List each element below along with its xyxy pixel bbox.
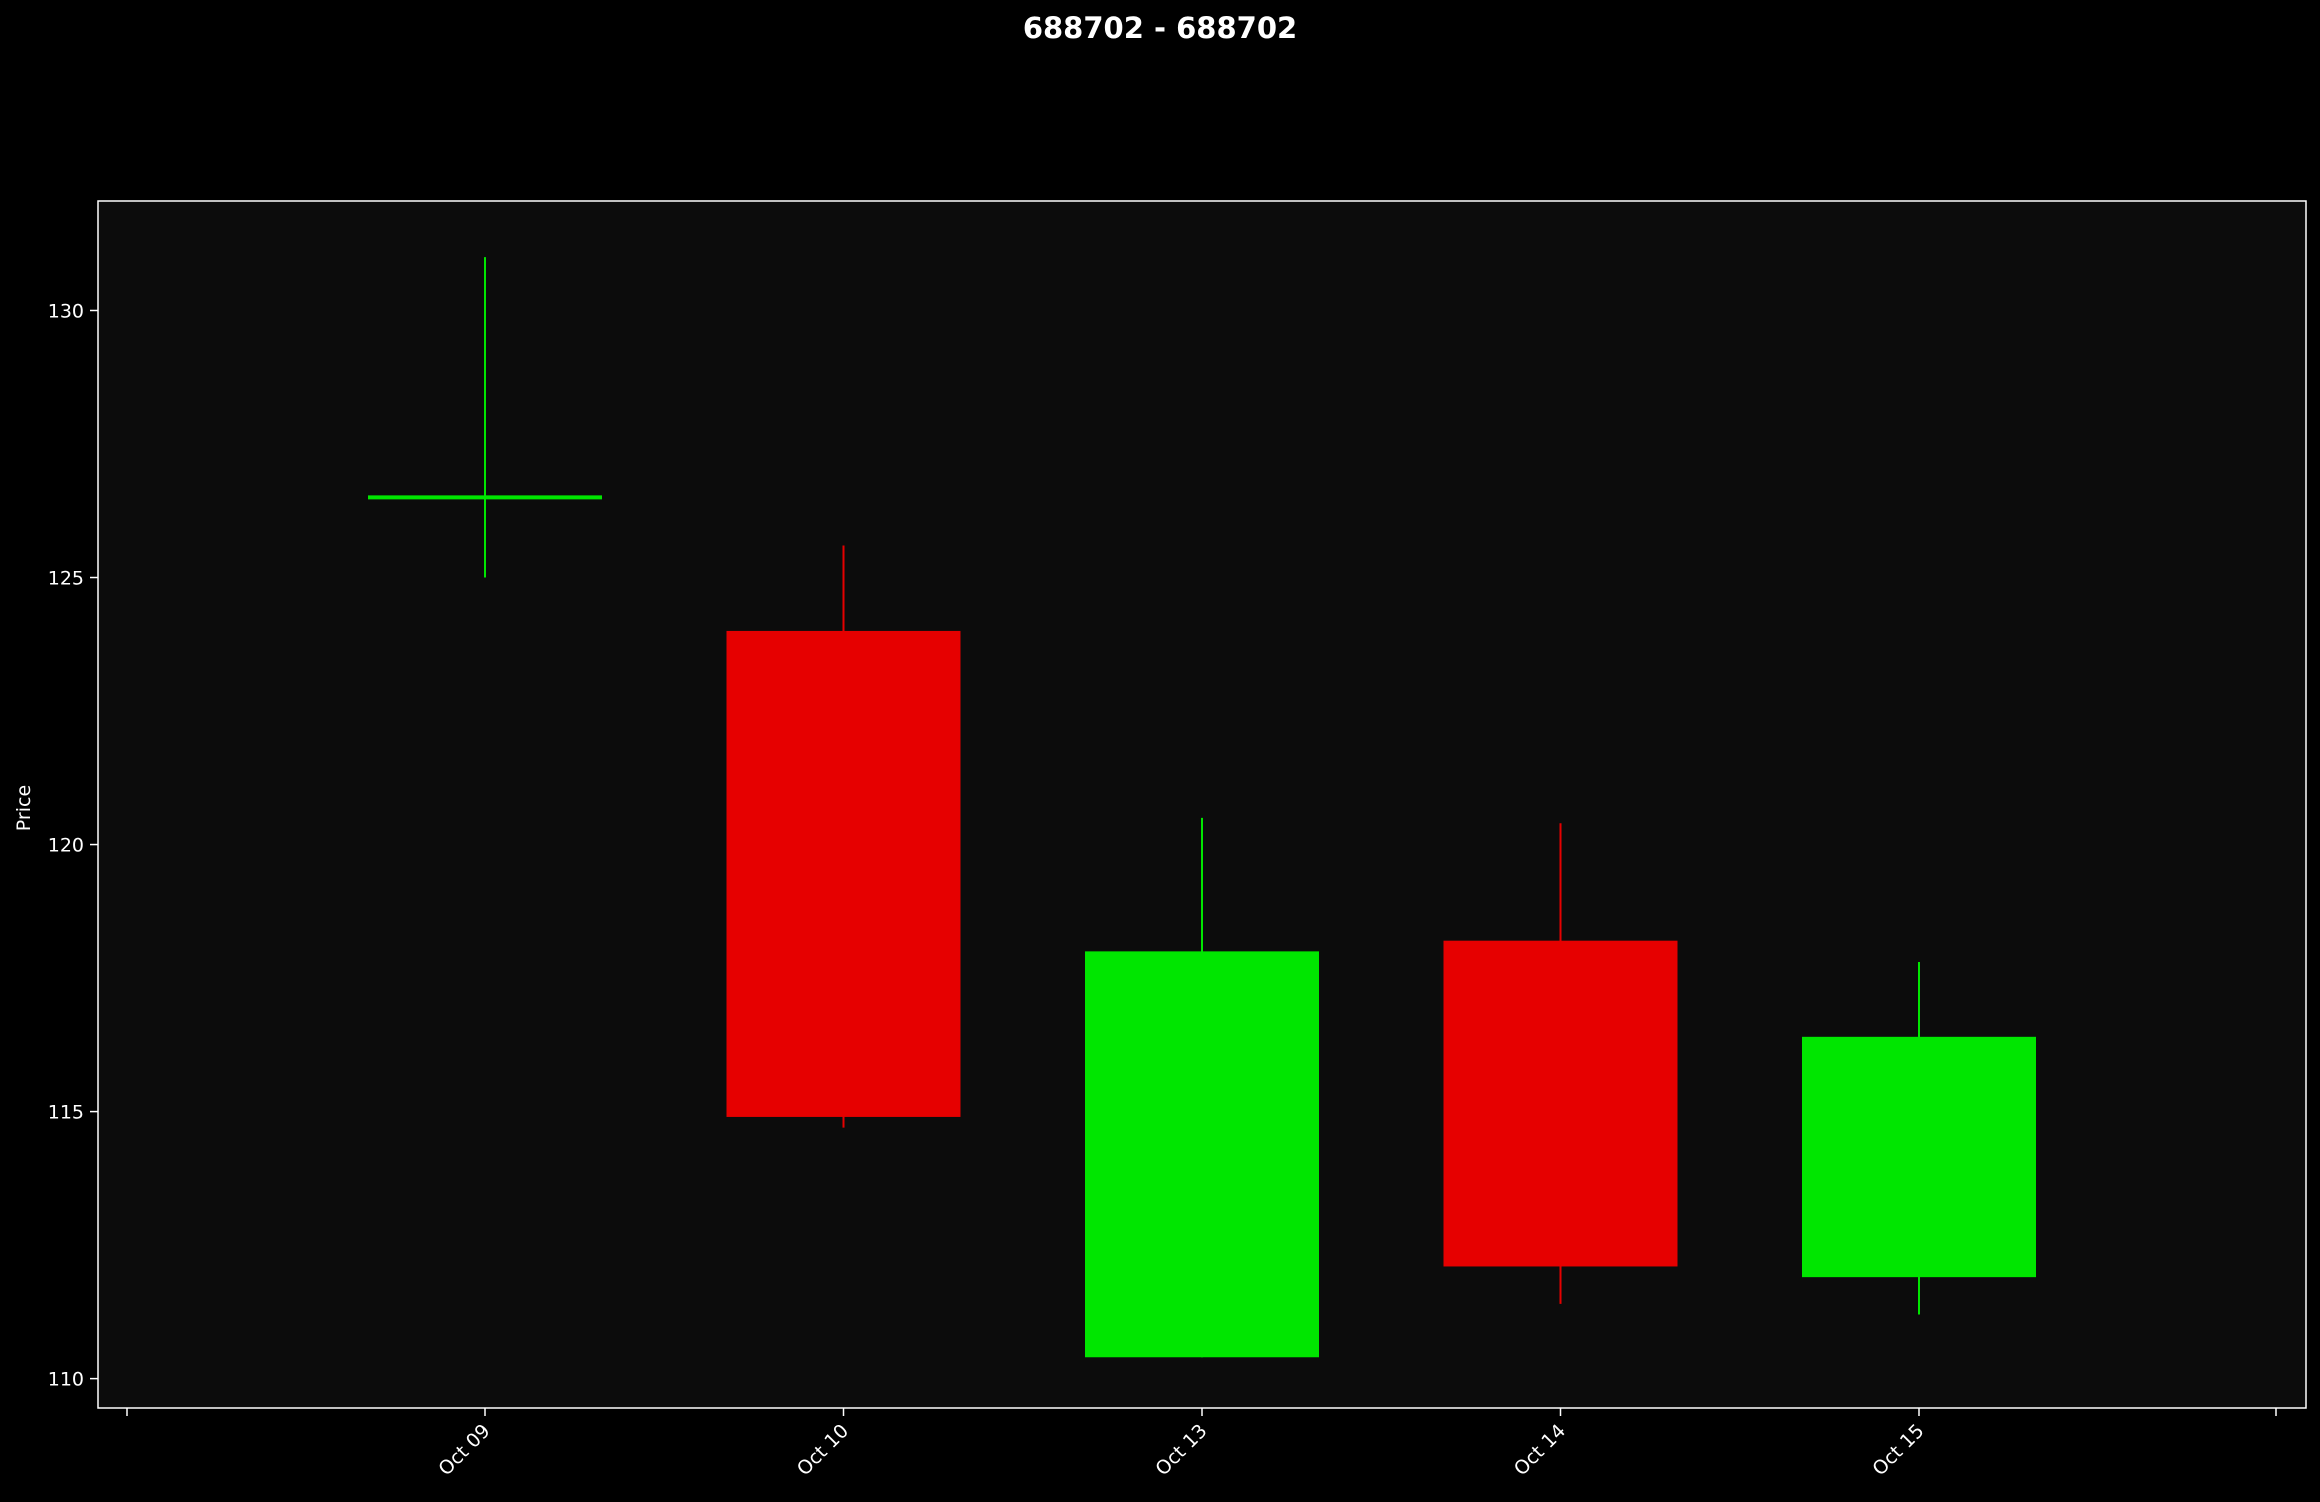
x-tick-label: Oct 09 <box>434 1420 494 1480</box>
x-tick-label: Oct 10 <box>793 1420 853 1480</box>
candle-body <box>726 630 961 1117</box>
candles-layer <box>368 257 2036 1358</box>
y-tick-label: 125 <box>48 568 84 590</box>
y-tick-label: 115 <box>48 1102 84 1124</box>
y-tick-label: 120 <box>48 835 84 857</box>
y-axis: 110 115 120 125 130 <box>48 300 98 1391</box>
x-tick-label: Oct 14 <box>1510 1420 1570 1480</box>
chart-title: 688702 - 688702 <box>1022 11 1298 45</box>
candle-body <box>1443 940 1678 1267</box>
y-tick-label: 110 <box>48 1369 84 1391</box>
candle-body <box>1085 951 1319 1358</box>
x-tick-label: Oct 15 <box>1868 1420 1928 1480</box>
x-axis: Oct 09 Oct 10 Oct 13 Oct 14 Oct 15 <box>126 1408 2277 1480</box>
y-axis-label: Price <box>13 785 35 831</box>
y-tick-label: 130 <box>48 300 84 322</box>
x-tick-label: Oct 13 <box>1151 1420 1211 1480</box>
candle-body <box>1802 1036 2036 1278</box>
